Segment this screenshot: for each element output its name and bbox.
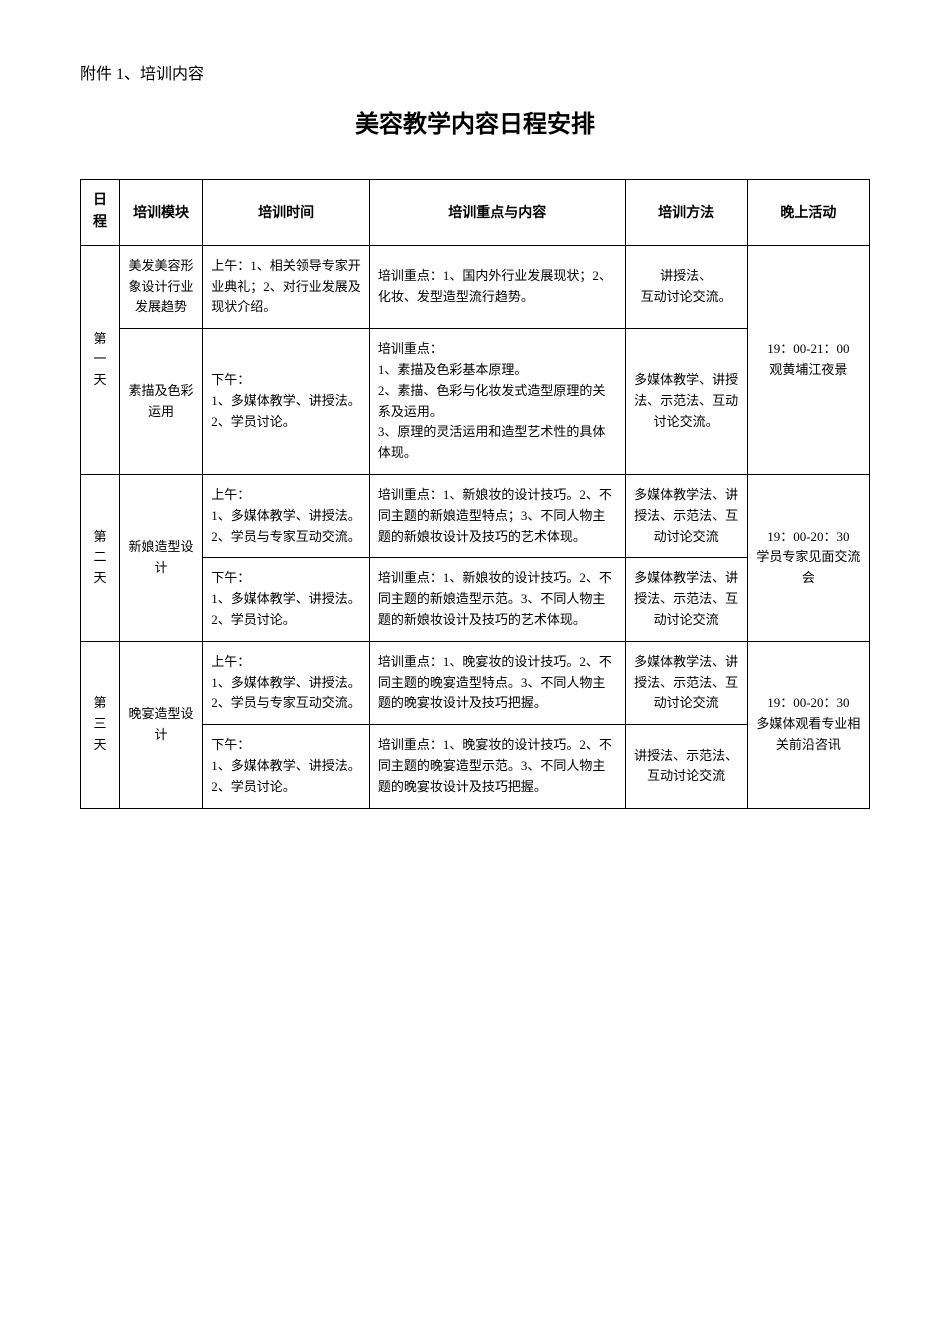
time-cell: 上午：1、相关领导专家开业典礼；2、对行业发展及现状介绍。 bbox=[203, 245, 370, 328]
module-cell: 素描及色彩 运用 bbox=[119, 329, 202, 475]
table-row: 第 三 天 晚宴造型设计 上午： 1、多媒体教学、讲授法。 2、学员与专家互动交… bbox=[81, 641, 870, 724]
time-cell: 下午： 1、多媒体教学、讲授法。 2、学员讨论。 bbox=[203, 725, 370, 808]
table-row: 第 一 天 美发美容形象设计行业发展趋势 上午：1、相关领导专家开业典礼；2、对… bbox=[81, 245, 870, 328]
method-cell: 讲授法、示范法、互动讨论交流 bbox=[625, 725, 747, 808]
content-cell: 培训重点：1、新娘妆的设计技巧。2、不同主题的新娘造型特点；3、不同人物主题的新… bbox=[369, 474, 625, 557]
content-cell: 培训重点： 1、素描及色彩基本原理。 2、素描、色彩与化妆发式造型原理的关系及运… bbox=[369, 329, 625, 475]
header-method: 培训方法 bbox=[625, 180, 747, 246]
method-cell: 多媒体教学法、讲授法、示范法、互动讨论交流 bbox=[625, 558, 747, 641]
header-module: 培训模块 bbox=[119, 180, 202, 246]
table-header-row: 日 程 培训模块 培训时间 培训重点与内容 培训方法 晚上活动 bbox=[81, 180, 870, 246]
main-title: 美容教学内容日程安排 bbox=[80, 104, 870, 139]
content-cell: 培训重点：1、新娘妆的设计技巧。2、不同主题的新娘造型示范。3、不同人物主题的新… bbox=[369, 558, 625, 641]
schedule-table: 日 程 培训模块 培训时间 培训重点与内容 培训方法 晚上活动 第 一 天 美发… bbox=[80, 179, 870, 809]
evening-cell: 19：00-20：30 多媒体观看专业相关前沿咨讯 bbox=[747, 641, 869, 808]
day-cell: 第 三 天 bbox=[81, 641, 120, 808]
content-cell: 培训重点：1、国内外行业发展现状；2、化妆、发型造型流行趋势。 bbox=[369, 245, 625, 328]
time-cell: 上午： 1、多媒体教学、讲授法。 2、学员与专家互动交流。 bbox=[203, 641, 370, 724]
method-cell: 多媒体教学法、讲授法、示范法、互动讨论交流 bbox=[625, 474, 747, 557]
header-day: 日 程 bbox=[81, 180, 120, 246]
attachment-label: 附件 1、培训内容 bbox=[80, 60, 870, 84]
header-time: 培训时间 bbox=[203, 180, 370, 246]
module-cell: 美发美容形象设计行业发展趋势 bbox=[119, 245, 202, 328]
method-cell: 多媒体教学法、讲授法、示范法、互动讨论交流 bbox=[625, 641, 747, 724]
day-cell: 第 一 天 bbox=[81, 245, 120, 474]
day-cell: 第 二 天 bbox=[81, 474, 120, 641]
content-cell: 培训重点：1、晚宴妆的设计技巧。2、不同主题的晚宴造型特点。3、不同人物主题的晚… bbox=[369, 641, 625, 724]
method-cell: 讲授法、 互动讨论交流。 bbox=[625, 245, 747, 328]
table-row: 第 二 天 新娘造型设计 上午： 1、多媒体教学、讲授法。 2、学员与专家互动交… bbox=[81, 474, 870, 557]
evening-cell: 19：00-21：00 观黄埔江夜景 bbox=[747, 245, 869, 474]
header-content: 培训重点与内容 bbox=[369, 180, 625, 246]
header-evening: 晚上活动 bbox=[747, 180, 869, 246]
content-cell: 培训重点：1、晚宴妆的设计技巧。2、不同主题的晚宴造型示范。3、不同人物主题的晚… bbox=[369, 725, 625, 808]
module-cell: 新娘造型设计 bbox=[119, 474, 202, 641]
method-cell: 多媒体教学、讲授法、示范法、互动讨论交流。 bbox=[625, 329, 747, 475]
time-cell: 下午： 1、多媒体教学、讲授法。 2、学员讨论。 bbox=[203, 329, 370, 475]
evening-cell: 19：00-20：30 学员专家见面交流会 bbox=[747, 474, 869, 641]
module-cell: 晚宴造型设计 bbox=[119, 641, 202, 808]
time-cell: 上午： 1、多媒体教学、讲授法。 2、学员与专家互动交流。 bbox=[203, 474, 370, 557]
time-cell: 下午： 1、多媒体教学、讲授法。 2、学员讨论。 bbox=[203, 558, 370, 641]
table-body: 第 一 天 美发美容形象设计行业发展趋势 上午：1、相关领导专家开业典礼；2、对… bbox=[81, 245, 870, 808]
